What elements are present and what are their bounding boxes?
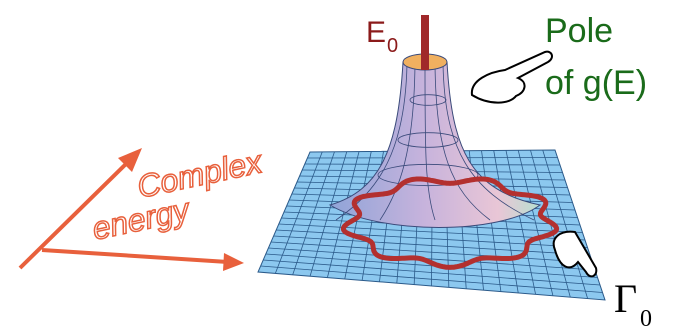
- mesh-line: [517, 150, 554, 296]
- peak-ring: [409, 94, 447, 106]
- peak-line: [335, 63, 408, 221]
- axis-label: Complex: [134, 143, 266, 205]
- mesh-line: [505, 150, 536, 295]
- mesh-line: [268, 247, 596, 271]
- contour: [340, 176, 560, 270]
- mesh-line: [542, 149, 589, 299]
- pointing-hand: [470, 50, 598, 278]
- pole-energy: E: [366, 16, 386, 49]
- pole-bar: [421, 15, 429, 70]
- mesh-line: [265, 253, 598, 278]
- peak-mesh: [335, 63, 535, 221]
- pole-label: Pole: [545, 12, 613, 50]
- mesh-line: [493, 150, 519, 294]
- contour-label: Γ: [614, 276, 637, 321]
- peak-ring: [377, 163, 479, 187]
- mesh-line: [270, 241, 593, 263]
- peak: [328, 61, 542, 228]
- mesh-line: [273, 235, 591, 256]
- axes-arrows: [18, 148, 244, 271]
- pole-energy-sub: 0: [387, 35, 398, 57]
- mesh-line: [260, 265, 603, 293]
- peak-line: [434, 63, 491, 221]
- peak-ring: [397, 132, 459, 148]
- mesh-line: [276, 229, 588, 248]
- contour-label-sub: 0: [640, 306, 652, 332]
- mesh-line: [263, 259, 601, 286]
- peak-line: [424, 63, 436, 221]
- peak-line: [442, 63, 535, 221]
- peak-line: [379, 63, 416, 221]
- pole-label: of g(E): [545, 64, 647, 102]
